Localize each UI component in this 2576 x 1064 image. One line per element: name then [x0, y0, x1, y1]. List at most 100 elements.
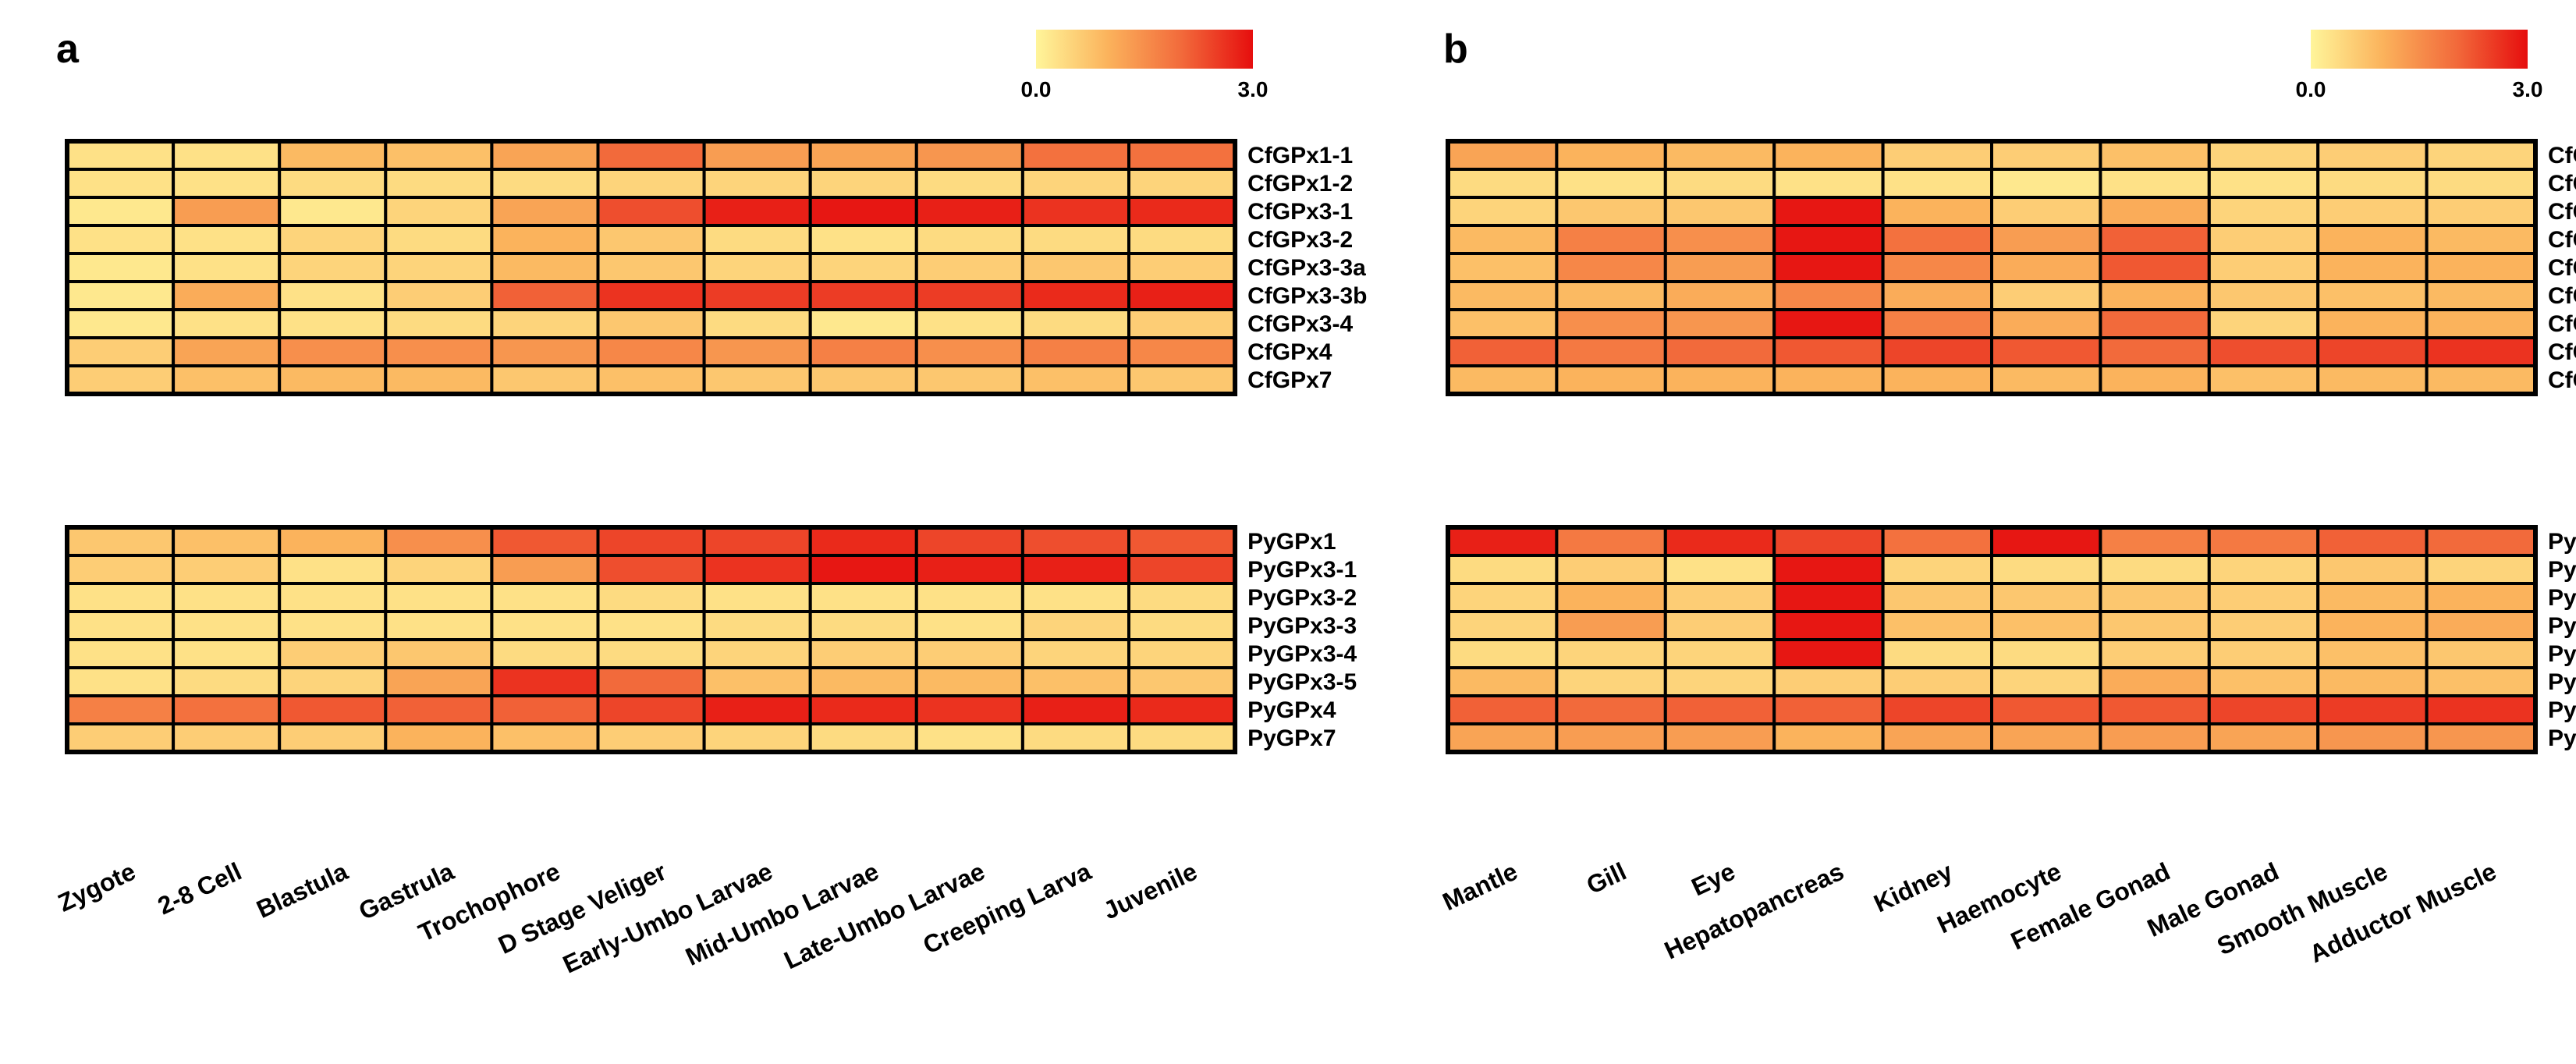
heatmap-cell: [66, 336, 176, 367]
heatmap-cell: [66, 280, 176, 311]
heatmap-cell: [2207, 168, 2320, 199]
heatmap-cell: [808, 722, 918, 754]
row-label: PyGPx3-3: [1247, 613, 1357, 639]
heatmap-cell: [1020, 526, 1131, 557]
heatmap-cell: [66, 168, 176, 199]
heatmap-cell: [1881, 694, 1994, 725]
panel-a-legend-bar: [1036, 30, 1253, 69]
heatmap-cell: [2425, 308, 2538, 339]
heatmap-cell: [1772, 252, 1885, 283]
column-label: Eye: [1687, 857, 1740, 902]
heatmap-cell: [1127, 280, 1237, 311]
heatmap-cell: [172, 280, 282, 311]
heatmap-cell: [914, 224, 1024, 255]
row-label: CfGPx3-1: [1247, 199, 1353, 225]
column-label: Adductor Muscle: [2305, 857, 2500, 968]
heatmap-cell: [1881, 364, 1994, 395]
heatmap-cell: [384, 610, 494, 641]
heatmap-cell: [1881, 526, 1994, 557]
row-label: CfGPx1-2: [2548, 171, 2576, 197]
heatmap-cell: [2425, 252, 2538, 283]
heatmap-cell: [490, 610, 600, 641]
panel-b-group-2: PyGPx1PyGPx3-1PyGPx3-2PyGPx3-3PyGPx3-4Py…: [1446, 525, 2576, 754]
heatmap-cell: [1990, 168, 2102, 199]
heatmap-cell: [278, 252, 388, 283]
column-label: Gill: [1582, 857, 1630, 899]
heatmap-cell: [1990, 364, 2102, 395]
heatmap-cell: [1020, 722, 1131, 754]
heatmap-cell: [66, 196, 176, 227]
heatmap-cell: [172, 638, 282, 669]
heatmap-cell: [1020, 308, 1131, 339]
panel-a-legend: 0.0 3.0: [1021, 30, 1268, 101]
heatmap-cell: [596, 722, 706, 754]
heatmap-cell: [384, 168, 494, 199]
heatmap-cell: [384, 196, 494, 227]
heatmap-cell: [490, 280, 600, 311]
heatmap-cell: [2099, 610, 2211, 641]
heatmap-cell: [172, 526, 282, 557]
heatmap-cell: [1020, 252, 1131, 283]
row-label: CfGPx1-1: [2548, 143, 2576, 168]
row-label: PyGPx7: [2548, 725, 2576, 751]
heatmap-cell: [2316, 582, 2429, 613]
heatmap-cell: [278, 140, 388, 171]
heatmap-cell: [1663, 526, 1776, 557]
heatmap-cell: [1127, 224, 1237, 255]
heatmap-cell: [1446, 336, 1559, 367]
heatmap-cell: [2425, 554, 2538, 585]
panel-b-legend-bar: [2311, 30, 2528, 69]
heatmap-cell: [1772, 722, 1885, 754]
heatmap-cell: [1881, 252, 1994, 283]
heatmap-cell: [702, 722, 812, 754]
heatmap-cell: [2207, 196, 2320, 227]
heatmap-cell: [596, 224, 706, 255]
heatmap-cell: [66, 308, 176, 339]
heatmap-cell: [490, 140, 600, 171]
heatmap-cell: [914, 252, 1024, 283]
row-label: CfGPx7: [1247, 367, 1332, 393]
heatmap-cell: [1881, 280, 1994, 311]
heatmap-cell: [1881, 224, 1994, 255]
heatmap-cell: [596, 554, 706, 585]
row-label: CfGPx3-3a: [1247, 255, 1366, 281]
heatmap-cell: [66, 364, 176, 395]
heatmap-cell: [1555, 610, 1667, 641]
row-label: PyGPx3-1: [1247, 557, 1357, 583]
heatmap-cell: [1127, 694, 1237, 725]
heatmap-cell: [1990, 554, 2102, 585]
heatmap-cell: [2425, 196, 2538, 227]
heatmap-cell: [1020, 666, 1131, 697]
heatmap-cell: [490, 308, 600, 339]
heatmap-cell: [2099, 554, 2211, 585]
heatmap-cell: [914, 638, 1024, 669]
heatmap-cell: [1127, 168, 1237, 199]
heatmap-cell: [1990, 308, 2102, 339]
heatmap-cell: [914, 168, 1024, 199]
heatmap-cell: [2425, 364, 2538, 395]
heatmap-cell: [490, 336, 600, 367]
heatmap-cell: [66, 666, 176, 697]
heatmap-cell: [2099, 582, 2211, 613]
heatmap-cell: [1990, 694, 2102, 725]
heatmap-cell: [2425, 140, 2538, 171]
heatmap-cell: [1127, 308, 1237, 339]
heatmap-cell: [596, 140, 706, 171]
heatmap-cell: [1772, 196, 1885, 227]
heatmap-cell: [2207, 308, 2320, 339]
heatmap-cell: [384, 582, 494, 613]
heatmap-cell: [1663, 336, 1776, 367]
heatmap-cell: [1772, 280, 1885, 311]
heatmap-cell: [1127, 722, 1237, 754]
heatmap-cell: [1881, 336, 1994, 367]
heatmap-cell: [1663, 610, 1776, 641]
heatmap-cell: [278, 336, 388, 367]
heatmap-group-border: [1446, 139, 2538, 396]
heatmap-cell: [172, 224, 282, 255]
heatmap-cell: [808, 196, 918, 227]
panel-a: a 0.0 3.0 CfGPx1-1CfGPx1-2CfGPx3-1CfGPx3…: [54, 27, 1368, 979]
heatmap-cell: [2099, 308, 2211, 339]
heatmap-cell: [490, 252, 600, 283]
